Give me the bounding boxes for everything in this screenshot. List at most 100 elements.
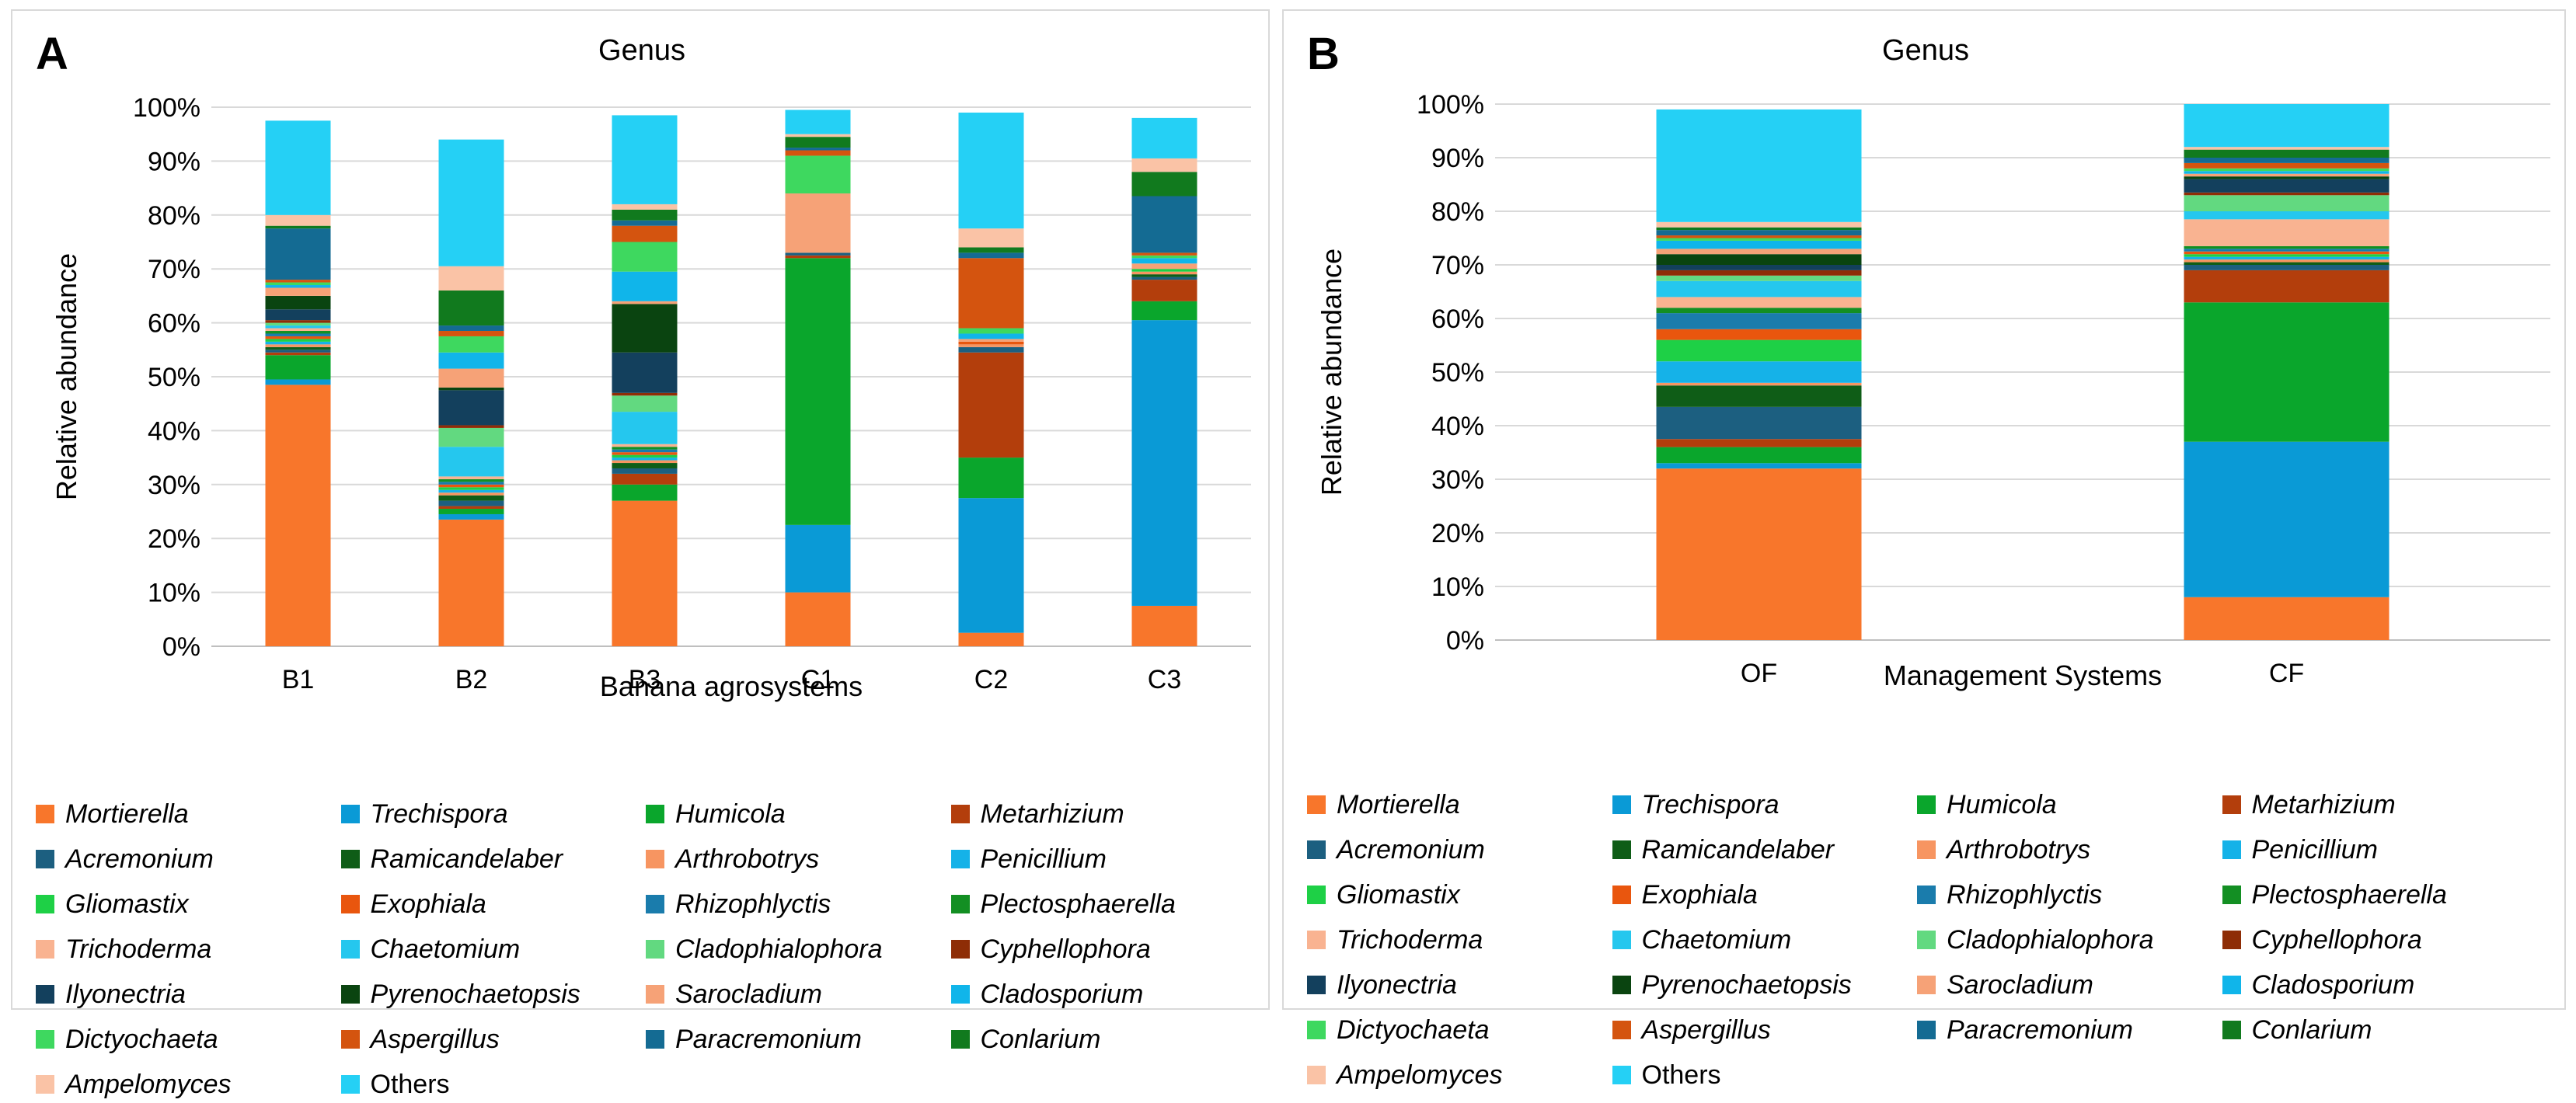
legend-label: Chaetomium xyxy=(1641,924,1792,955)
panel-letter: B xyxy=(1307,29,1340,79)
legend-item: Ramicandelaber xyxy=(1612,831,1918,868)
y-tick-label: 40% xyxy=(148,416,200,446)
bar-segment-sarocladium-b1 xyxy=(265,287,331,296)
legend-swatch xyxy=(1917,886,1936,904)
legend-swatch xyxy=(2222,976,2241,994)
bar-segment-ramicandelaber-of xyxy=(1656,385,1862,407)
bar-segment-exophiala-of xyxy=(1656,329,1862,340)
legend-swatch xyxy=(646,850,664,868)
chart-title: Genus xyxy=(1882,34,1969,67)
legend-swatch xyxy=(1612,840,1631,859)
y-tick-label: 10% xyxy=(1431,572,1484,602)
bar-segment-trichoderma-b3 xyxy=(612,444,678,447)
bar-segment-arthrobotrys-of xyxy=(1656,382,1862,386)
panel-b: B Genus 0% 10% 20% 30% 40% 50% 60% 70% 80% 90% 100… xyxy=(1282,9,2566,1090)
bar-segment-plectosphaerella-b3 xyxy=(612,447,678,450)
legend-item: Pyrenochaetopsis xyxy=(340,976,647,1013)
bar-segment-sarocladium-b3 xyxy=(612,301,678,304)
y-tick-label: 50% xyxy=(148,363,200,392)
bar-segment-pyrenochaetopsis-b1 xyxy=(265,295,331,310)
bar-segment-chaetomium-b1 xyxy=(265,325,331,329)
bar-segment-metarhizium-c3 xyxy=(1131,280,1197,301)
bar-segment-acremonium-of xyxy=(1656,406,1862,440)
legend-label: Penicillium xyxy=(980,844,1107,874)
legend-swatch xyxy=(340,805,360,823)
legend-item: Metarhizium xyxy=(2222,786,2528,823)
legend-label: Pyrenochaetopsis xyxy=(1641,969,1852,1000)
bar-segment-exophiala-b2 xyxy=(438,484,504,488)
legend-swatch xyxy=(2222,931,2241,949)
legend-item: Others xyxy=(340,1066,647,1103)
bar-segment-plectosphaerella-b1 xyxy=(265,331,331,334)
bar-segment-arthrobotrys-b1 xyxy=(265,344,331,347)
bar-segment-gliomastix-of xyxy=(1656,339,1862,362)
y-tick-label: 30% xyxy=(1431,465,1484,495)
bar-segment-arthrobotrys-b2 xyxy=(438,492,504,496)
legend-item: Arthrobotrys xyxy=(646,840,951,878)
bar-segment-cyphellophora-b3 xyxy=(612,392,678,396)
bar-segment-others-c3 xyxy=(1131,117,1197,158)
y-axis-title: Relative abundance xyxy=(51,253,82,500)
y-tick-label: 90% xyxy=(148,147,200,176)
bar-segment-chaetomium-b3 xyxy=(612,412,678,444)
x-tick-label: B1 xyxy=(282,665,315,694)
legend-item: Cladophialophora xyxy=(646,931,951,968)
bar-segment-ampelomyces-of xyxy=(1656,221,1862,228)
legend-b: Mortierella Trechispora Humicola Metarhiziu… xyxy=(1307,786,2527,1094)
x-tick-label: C3 xyxy=(1148,665,1181,694)
bar-segment-humicola-c2 xyxy=(958,458,1024,499)
bar-segment-dictyochaeta-b2 xyxy=(438,336,504,353)
bar-segment-cladosporium-cf xyxy=(2184,171,2390,174)
legend-item: Acremonium xyxy=(1307,831,1612,868)
legend-item: Trichoderma xyxy=(1307,921,1612,959)
y-tick-label: 30% xyxy=(148,471,200,500)
bar-segment-humicola-c3 xyxy=(1131,301,1197,321)
bar-segment-gliomastix-b2 xyxy=(438,487,504,490)
legend-swatch xyxy=(1917,1021,1936,1039)
y-tick-label: 60% xyxy=(148,309,200,339)
bar-segment-conlarium-b2 xyxy=(438,290,504,326)
legend-label: Humicola xyxy=(675,799,786,829)
legend-label: Cladosporium xyxy=(2251,969,2415,1000)
bar-segment-acremonium-c2 xyxy=(958,346,1024,353)
y-tick-label: 60% xyxy=(1431,304,1484,334)
legend-item: Exophiala xyxy=(340,886,647,923)
legend-swatch xyxy=(340,940,360,959)
bar-segment-cyphellophora-b2 xyxy=(438,425,504,428)
bar-segment-ampelomyces-c3 xyxy=(1131,158,1197,172)
y-tick-label: 0% xyxy=(1446,626,1484,656)
legend-swatch xyxy=(340,1030,360,1049)
legend-label: Sarocladium xyxy=(1947,969,2093,1000)
y-tick-label: 80% xyxy=(1431,197,1484,227)
bar-segment-chaetomium-b2 xyxy=(438,447,504,477)
bar-segment-paracremonium-b2 xyxy=(438,325,504,332)
bar-segment-metarhizium-c2 xyxy=(958,352,1024,458)
legend-label: Chaetomium xyxy=(370,934,521,964)
legend-swatch xyxy=(1612,886,1631,904)
bar-segment-cladophialophora-of xyxy=(1656,275,1862,281)
bar-segment-conlarium-b1 xyxy=(265,225,331,229)
bar-segment-arthrobotrys-c3 xyxy=(1131,271,1197,275)
bar-segment-humicola-b1 xyxy=(265,355,331,380)
bar-segment-penicillium-of xyxy=(1656,361,1862,383)
bar-segment-metarhizium-b3 xyxy=(612,473,678,485)
legend-swatch xyxy=(1612,976,1631,994)
bar-segment-aspergillus-c3 xyxy=(1131,252,1197,256)
bar-segment-conlarium-b3 xyxy=(612,209,678,221)
legend-swatch xyxy=(1307,840,1326,859)
legend-label: Ilyonectria xyxy=(65,979,186,1009)
legend-swatch xyxy=(340,895,360,913)
bar-segment-dictyochaeta-of xyxy=(1656,238,1862,241)
legend-swatch xyxy=(1917,795,1936,814)
legend-item: Plectosphaerella xyxy=(950,886,1257,923)
bar-segment-gliomastix-b3 xyxy=(612,454,678,458)
legend-item: Exophiala xyxy=(1612,876,1918,913)
bar-segment-trichoderma-b1 xyxy=(265,328,331,332)
bar-segment-others-b2 xyxy=(438,139,504,266)
legend-swatch xyxy=(340,985,360,1004)
bar-segment-ilyonectria-b2 xyxy=(438,390,504,426)
bar-segment-gliomastix-b1 xyxy=(265,339,331,342)
bar-segment-aspergillus-c1 xyxy=(785,150,851,156)
legend-label: Gliomastix xyxy=(1337,879,1460,910)
panel-letter: A xyxy=(36,29,68,79)
